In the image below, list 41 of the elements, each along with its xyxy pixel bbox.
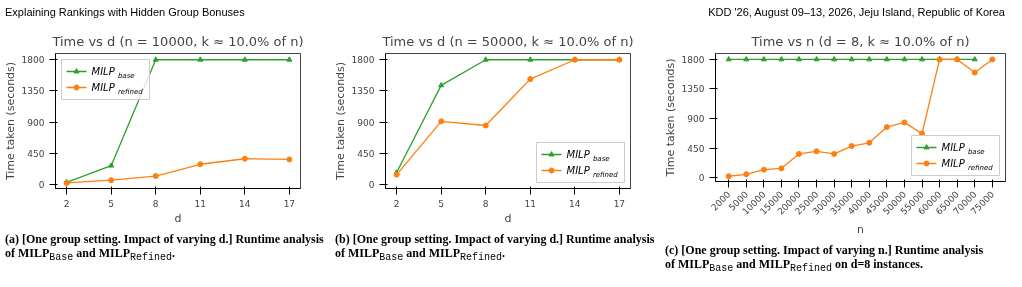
y-axis-title: Time taken (seconds) xyxy=(3,61,17,181)
y-tick-label: 450 xyxy=(357,148,375,159)
y-tick-label: 1350 xyxy=(681,84,705,95)
x-tick-label: 5 xyxy=(108,198,115,209)
text: Explaining Rankings with Hidden Group Bonuses xyxy=(5,5,245,20)
y-tick-label: 900 xyxy=(357,117,375,128)
x-tick-label: 8 xyxy=(152,198,159,209)
text: (a) [One group setting. Impact of varying d.] Runtime analysis of MILP$_{Base}$ and MILP$_{Refined}$. xyxy=(5,231,325,266)
text: (b) [One group setting. Impact of varying d.] Runtime analysis of MILP$_{Base}$ and MILP$_{Refined}$. xyxy=(335,231,655,266)
y-tick-label: 1800 xyxy=(351,54,375,65)
x-tick-label: 2 xyxy=(63,198,70,209)
text: KDD '26, August 09–13, 2026, Jeju Island, Republic of Korea xyxy=(708,5,1005,20)
x-tick-label: 11 xyxy=(524,198,536,209)
x-axis-title: n xyxy=(857,222,865,236)
y-tick-label: 450 xyxy=(687,143,705,154)
x-tick-label: 17 xyxy=(283,198,296,209)
x-tick-label: 14 xyxy=(239,198,251,209)
chart-title: Time vs d (n = 10000, k ≈ 10.0% of n) xyxy=(51,33,304,49)
y-tick-label: 1800 xyxy=(681,54,705,65)
y-tick-label: 1800 xyxy=(21,54,45,65)
x-tick-label: 17 xyxy=(613,198,626,209)
text: (c) [One group setting. Impact of varying n.] Runtime analysis of MILP$_{Base}$ and MILP$_{Refined}$ on d=8 instances. xyxy=(665,242,985,277)
chart-title: Time vs d (n = 50000, k ≈ 10.0% of n) xyxy=(381,33,634,49)
x-tick-label: 2 xyxy=(393,198,400,209)
x-axis-title: d xyxy=(174,211,182,225)
x-axis-title: d xyxy=(504,211,512,225)
y-tick-label: 0 xyxy=(38,179,45,190)
y-tick-label: 1350 xyxy=(21,86,45,97)
y-tick-label: 1350 xyxy=(351,86,375,97)
x-tick-label: 8 xyxy=(482,198,489,209)
x-tick-label: 5 xyxy=(438,198,445,209)
y-tick-label: 0 xyxy=(698,172,705,183)
y-axis-title: Time taken (seconds) xyxy=(333,61,347,181)
chart-title: Time vs n (d = 8, k ≈ 10.0% of n) xyxy=(750,33,970,49)
y-tick-label: 0 xyxy=(368,179,375,190)
x-tick-label: 14 xyxy=(569,198,581,209)
x-tick-label: 11 xyxy=(194,198,206,209)
y-tick-label: 900 xyxy=(687,113,705,124)
y-axis-title: Time taken (seconds) xyxy=(663,58,677,178)
y-tick-label: 900 xyxy=(27,117,45,128)
y-tick-label: 450 xyxy=(27,148,45,159)
